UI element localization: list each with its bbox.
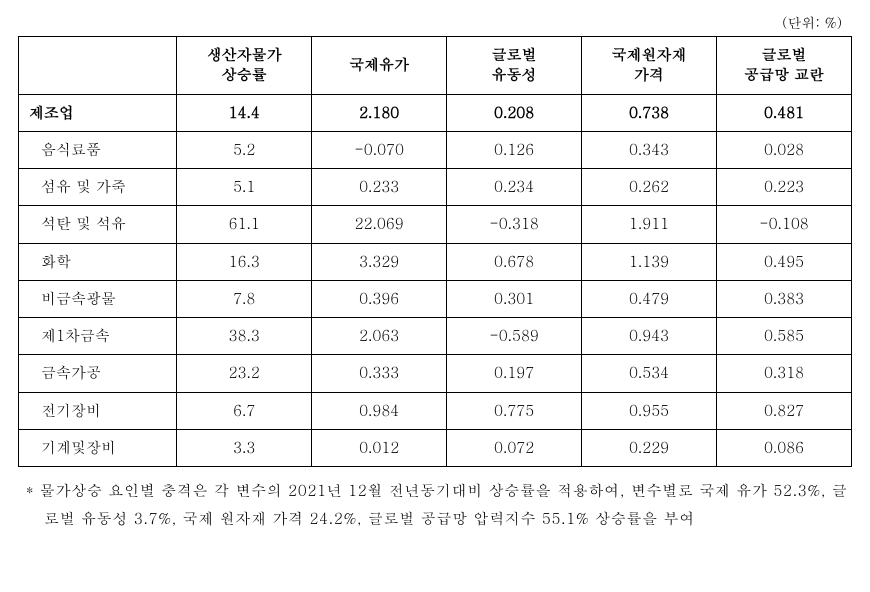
- cell: 0.301: [447, 280, 582, 317]
- row-label: 제1차금속: [19, 318, 177, 355]
- cell: 0.072: [447, 429, 582, 466]
- table-row: 음식료품5.2-0.0700.1260.3430.028: [19, 131, 852, 168]
- cell: 0.229: [582, 429, 717, 466]
- cell: 0.479: [582, 280, 717, 317]
- row-label: 석탄 및 석유: [19, 206, 177, 243]
- table-row: 제조업14.42.1800.2080.7380.481: [19, 94, 852, 131]
- row-label: 섬유 및 가죽: [19, 169, 177, 206]
- cell: 0.086: [717, 429, 852, 466]
- cell: -0.589: [447, 318, 582, 355]
- cell: -0.070: [312, 131, 447, 168]
- cell: 38.3: [177, 318, 312, 355]
- cell: 0.318: [717, 355, 852, 392]
- cell: 0.534: [582, 355, 717, 392]
- cell: 23.2: [177, 355, 312, 392]
- cell: 0.343: [582, 131, 717, 168]
- col-header-5: 글로벌공급망 교란: [717, 37, 852, 95]
- row-label: 전기장비: [19, 392, 177, 429]
- cell: 0.943: [582, 318, 717, 355]
- cell: 5.1: [177, 169, 312, 206]
- cell: 7.8: [177, 280, 312, 317]
- cell: 0.126: [447, 131, 582, 168]
- data-table: 생산자물가상승률 국제유가 글로벌유동성 국제원자재가격 글로벌공급망 교란 제…: [18, 36, 852, 467]
- table-row: 제1차금속38.32.063-0.5890.9430.585: [19, 318, 852, 355]
- table-header-row: 생산자물가상승률 국제유가 글로벌유동성 국제원자재가격 글로벌공급망 교란: [19, 37, 852, 95]
- row-label: 기계및장비: [19, 429, 177, 466]
- cell: 0.396: [312, 280, 447, 317]
- table-body: 제조업14.42.1800.2080.7380.481음식료품5.2-0.070…: [19, 94, 852, 467]
- cell: 3.329: [312, 243, 447, 280]
- row-label: 금속가공: [19, 355, 177, 392]
- cell: 0.208: [447, 94, 582, 131]
- cell: 0.984: [312, 392, 447, 429]
- cell: 61.1: [177, 206, 312, 243]
- table-row: 전기장비6.70.9840.7750.9550.827: [19, 392, 852, 429]
- cell: -0.108: [717, 206, 852, 243]
- cell: 0.262: [582, 169, 717, 206]
- table-row: 화학16.33.3290.6781.1390.495: [19, 243, 852, 280]
- cell: 5.2: [177, 131, 312, 168]
- unit-label: (단위: %): [18, 12, 852, 32]
- col-header-4: 국제원자재가격: [582, 37, 717, 95]
- cell: 0.678: [447, 243, 582, 280]
- cell: 0.481: [717, 94, 852, 131]
- cell: 6.7: [177, 392, 312, 429]
- col-header-2: 국제유가: [312, 37, 447, 95]
- cell: 0.827: [717, 392, 852, 429]
- row-label: 화학: [19, 243, 177, 280]
- col-header-0: [19, 37, 177, 95]
- cell: 0.234: [447, 169, 582, 206]
- cell: 2.063: [312, 318, 447, 355]
- cell: 2.180: [312, 94, 447, 131]
- row-label: 음식료품: [19, 131, 177, 168]
- cell: 0.585: [717, 318, 852, 355]
- cell: 3.3: [177, 429, 312, 466]
- cell: 0.775: [447, 392, 582, 429]
- cell: 0.738: [582, 94, 717, 131]
- cell: 0.223: [717, 169, 852, 206]
- cell: 0.383: [717, 280, 852, 317]
- col-header-3: 글로벌유동성: [447, 37, 582, 95]
- cell: 0.955: [582, 392, 717, 429]
- cell: 22.069: [312, 206, 447, 243]
- table-footnote: * 물가상승 요인별 충격은 각 변수의 2021년 12월 전년동기대비 상승…: [18, 477, 852, 533]
- table-row: 기계및장비3.30.0120.0720.2290.086: [19, 429, 852, 466]
- row-label: 비금속광물: [19, 280, 177, 317]
- cell: 0.495: [717, 243, 852, 280]
- cell: 0.028: [717, 131, 852, 168]
- cell: 1.911: [582, 206, 717, 243]
- cell: 14.4: [177, 94, 312, 131]
- cell: 0.333: [312, 355, 447, 392]
- cell: 0.197: [447, 355, 582, 392]
- table-row: 금속가공23.20.3330.1970.5340.318: [19, 355, 852, 392]
- cell: 0.233: [312, 169, 447, 206]
- col-header-1: 생산자물가상승률: [177, 37, 312, 95]
- cell: 16.3: [177, 243, 312, 280]
- table-row: 비금속광물7.80.3960.3010.4790.383: [19, 280, 852, 317]
- cell: -0.318: [447, 206, 582, 243]
- table-row: 섬유 및 가죽5.10.2330.2340.2620.223: [19, 169, 852, 206]
- cell: 1.139: [582, 243, 717, 280]
- table-row: 석탄 및 석유61.122.069-0.3181.911-0.108: [19, 206, 852, 243]
- cell: 0.012: [312, 429, 447, 466]
- row-label: 제조업: [19, 94, 177, 131]
